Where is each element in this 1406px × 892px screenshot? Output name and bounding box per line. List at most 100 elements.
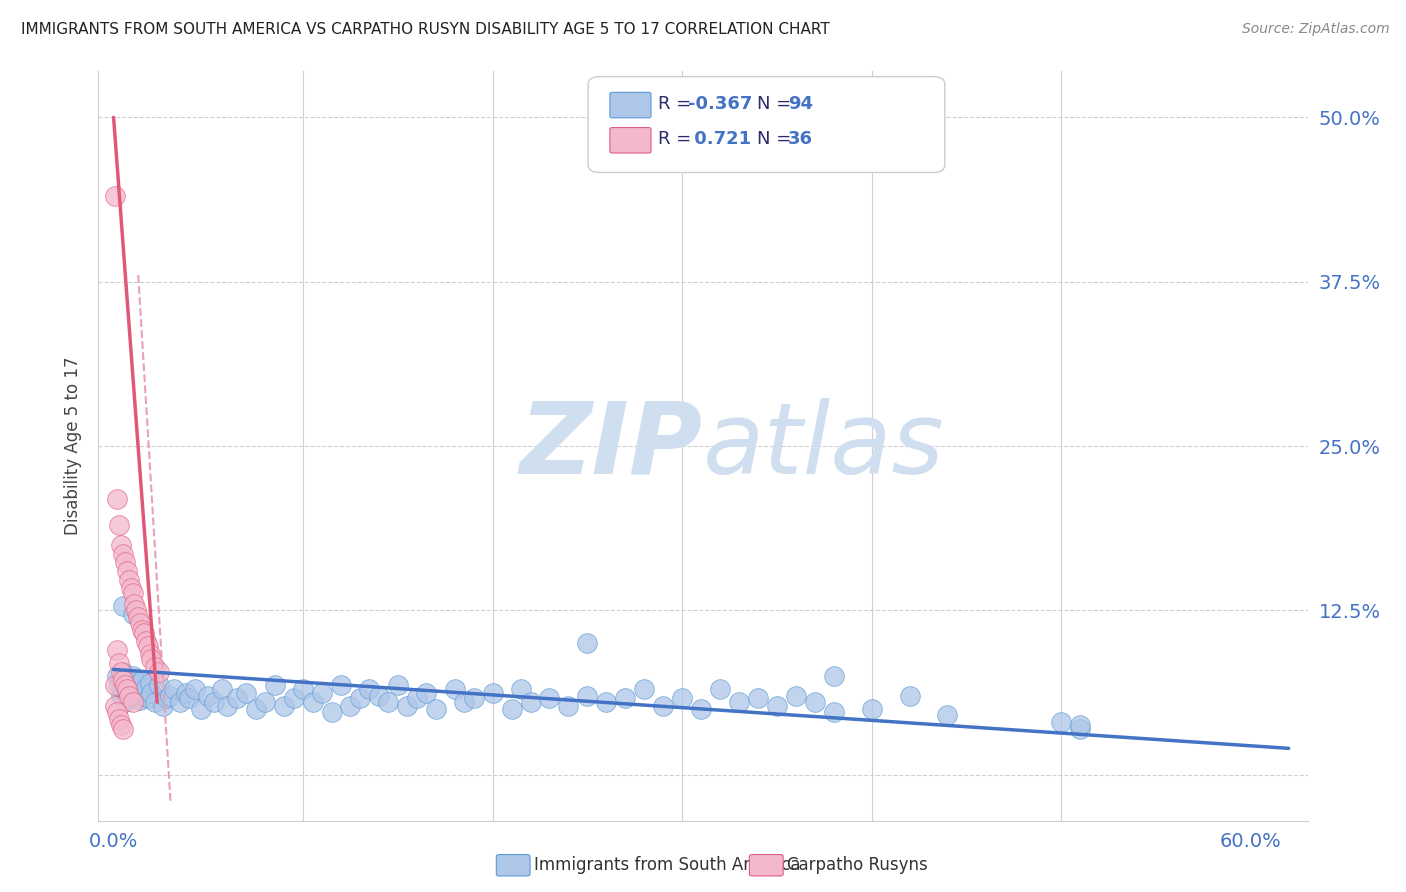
Point bbox=[823, 669, 845, 683]
Point bbox=[118, 689, 141, 703]
Point bbox=[179, 691, 201, 706]
Point bbox=[115, 564, 138, 578]
Point bbox=[108, 678, 131, 692]
Point bbox=[114, 555, 136, 569]
Point bbox=[292, 682, 315, 697]
Point bbox=[105, 669, 128, 683]
Point bbox=[263, 678, 285, 692]
Point bbox=[463, 691, 485, 706]
Point bbox=[112, 673, 135, 687]
Point bbox=[510, 682, 533, 697]
Point bbox=[118, 678, 141, 692]
Point bbox=[132, 625, 155, 640]
Point bbox=[131, 623, 153, 637]
Point bbox=[225, 691, 247, 706]
Point bbox=[121, 682, 143, 697]
Text: Carpatho Rusyns: Carpatho Rusyns bbox=[787, 856, 928, 874]
Point bbox=[105, 491, 128, 506]
Text: Source: ZipAtlas.com: Source: ZipAtlas.com bbox=[1241, 22, 1389, 37]
Point bbox=[115, 672, 138, 686]
Point bbox=[728, 695, 751, 709]
Point bbox=[330, 678, 353, 692]
Point bbox=[652, 699, 675, 714]
Point bbox=[860, 702, 883, 716]
Point bbox=[110, 717, 132, 731]
Text: 36: 36 bbox=[787, 130, 813, 148]
Point bbox=[576, 689, 599, 703]
Point bbox=[190, 702, 212, 716]
Point bbox=[143, 695, 166, 709]
Point bbox=[501, 702, 523, 716]
Point bbox=[671, 691, 693, 706]
FancyBboxPatch shape bbox=[610, 93, 651, 118]
Point bbox=[614, 691, 637, 706]
Point bbox=[898, 689, 921, 703]
Point bbox=[131, 673, 153, 687]
Point bbox=[143, 660, 166, 674]
Point bbox=[159, 689, 181, 703]
Point bbox=[443, 682, 465, 697]
Point bbox=[202, 695, 225, 709]
Point bbox=[125, 685, 148, 699]
Point bbox=[1069, 717, 1091, 731]
Point bbox=[311, 686, 333, 700]
Point bbox=[127, 610, 149, 624]
Point bbox=[108, 517, 131, 532]
Point bbox=[105, 642, 128, 657]
Point bbox=[595, 695, 617, 709]
Point bbox=[197, 689, 219, 703]
Point bbox=[156, 691, 179, 706]
Point bbox=[217, 699, 239, 714]
Point bbox=[184, 682, 207, 697]
Point bbox=[377, 695, 399, 709]
Point bbox=[118, 573, 141, 587]
Point bbox=[576, 636, 599, 650]
Point bbox=[235, 686, 257, 700]
Point bbox=[148, 665, 170, 679]
Point bbox=[114, 695, 136, 709]
Point bbox=[519, 695, 541, 709]
Point bbox=[115, 686, 138, 700]
Point bbox=[138, 675, 160, 690]
Point bbox=[121, 607, 143, 622]
Point bbox=[283, 691, 305, 706]
Point bbox=[120, 674, 142, 689]
Point bbox=[747, 691, 769, 706]
Point bbox=[633, 682, 655, 697]
Text: ZIP: ZIP bbox=[520, 398, 703, 494]
Text: Immigrants from South America: Immigrants from South America bbox=[534, 856, 801, 874]
FancyBboxPatch shape bbox=[588, 77, 945, 172]
Point bbox=[132, 689, 155, 703]
Text: atlas: atlas bbox=[703, 398, 945, 494]
Point bbox=[112, 599, 135, 614]
Point bbox=[538, 691, 561, 706]
Text: N =: N = bbox=[758, 130, 797, 148]
Point bbox=[136, 639, 159, 653]
Point bbox=[766, 699, 789, 714]
Point bbox=[104, 678, 127, 692]
Point bbox=[367, 689, 389, 703]
Point bbox=[110, 689, 132, 703]
Point bbox=[321, 705, 343, 719]
Point bbox=[129, 692, 152, 706]
Point bbox=[112, 722, 135, 736]
Point bbox=[124, 689, 146, 703]
Point bbox=[823, 705, 845, 719]
Point bbox=[405, 691, 427, 706]
Point bbox=[339, 699, 361, 714]
Text: R =: R = bbox=[658, 95, 697, 112]
Point bbox=[481, 686, 503, 700]
Point bbox=[169, 695, 191, 709]
Point bbox=[135, 633, 157, 648]
Text: N =: N = bbox=[758, 95, 797, 112]
FancyBboxPatch shape bbox=[610, 128, 651, 153]
Point bbox=[110, 665, 132, 679]
Point bbox=[163, 682, 186, 697]
Text: IMMIGRANTS FROM SOUTH AMERICA VS CARPATHO RUSYN DISABILITY AGE 5 TO 17 CORRELATI: IMMIGRANTS FROM SOUTH AMERICA VS CARPATH… bbox=[21, 22, 830, 37]
Point bbox=[211, 682, 233, 697]
Point bbox=[387, 678, 409, 692]
Point bbox=[118, 691, 141, 706]
Point bbox=[110, 538, 132, 552]
Point bbox=[273, 699, 295, 714]
Point bbox=[121, 669, 143, 683]
